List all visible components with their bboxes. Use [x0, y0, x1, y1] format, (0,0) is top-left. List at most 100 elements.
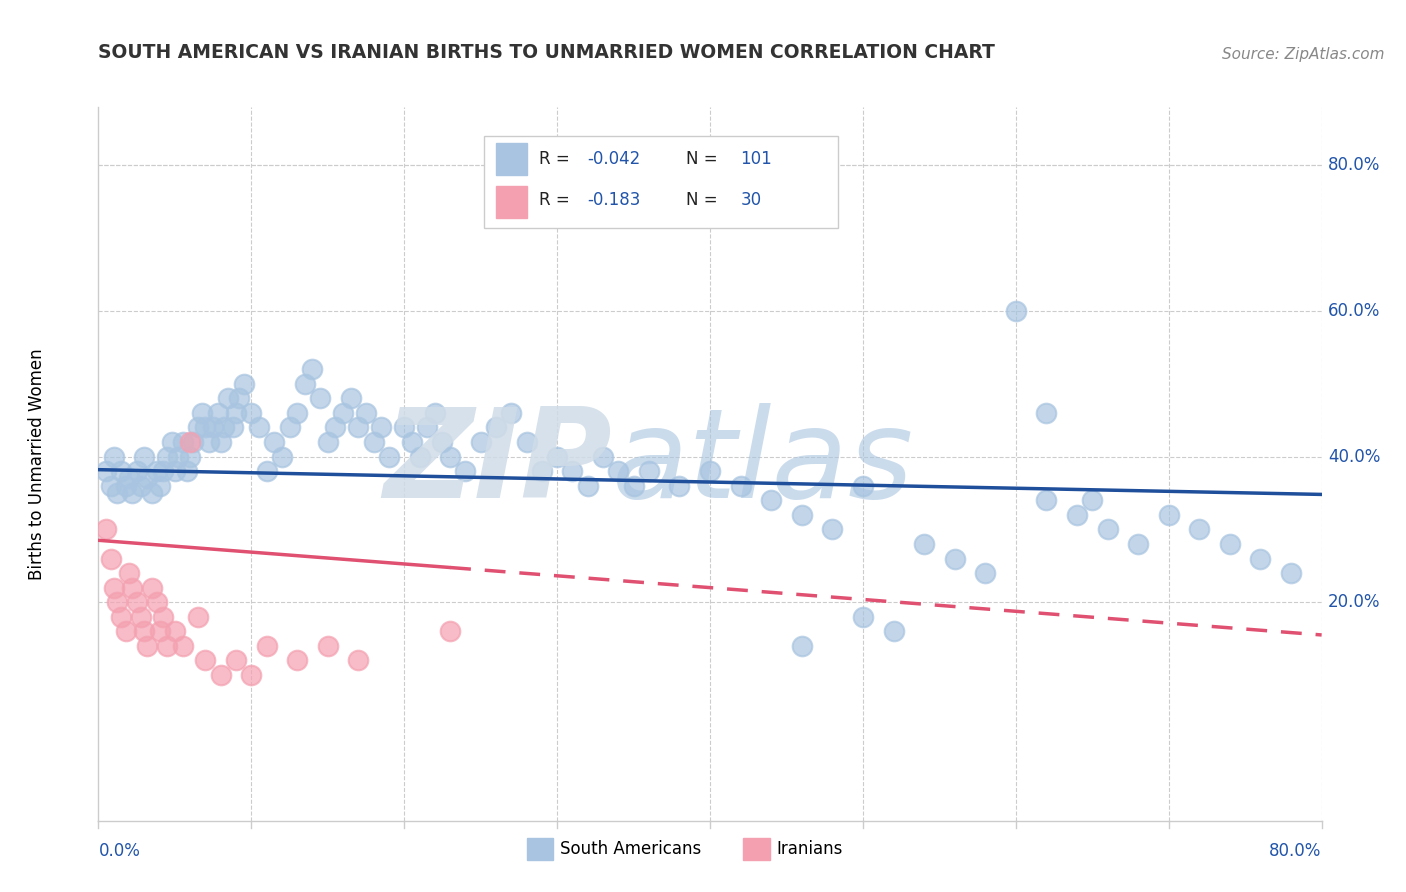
Point: [228, 392, 250, 406]
Point: [202, 420, 225, 434]
Point: [209, 435, 232, 450]
Point: [100, 551, 122, 566]
Point: [115, 624, 138, 639]
Point: [546, 450, 568, 464]
Text: 40.0%: 40.0%: [1327, 448, 1381, 466]
Point: [118, 471, 141, 485]
Point: [152, 464, 174, 478]
Point: [1219, 537, 1241, 551]
Point: [1035, 406, 1057, 420]
Point: [222, 420, 245, 434]
Point: [225, 653, 247, 667]
Point: [623, 478, 645, 492]
Point: [270, 450, 292, 464]
Text: 80.0%: 80.0%: [1270, 842, 1322, 860]
Point: [790, 508, 813, 522]
Point: [943, 551, 966, 566]
Point: [256, 639, 278, 653]
Point: [94, 522, 117, 536]
Point: [592, 450, 614, 464]
Point: [134, 624, 156, 639]
Point: [197, 435, 219, 450]
Point: [432, 435, 454, 450]
Point: [212, 420, 235, 434]
Point: [247, 420, 270, 434]
Point: [136, 471, 159, 485]
Point: [1249, 551, 1271, 566]
Point: [136, 639, 159, 653]
Point: [163, 464, 186, 478]
Point: [423, 406, 446, 420]
Point: [454, 464, 477, 478]
Point: [316, 639, 339, 653]
Point: [187, 420, 209, 434]
Point: [240, 668, 263, 682]
Point: [145, 464, 167, 478]
Point: [209, 668, 232, 682]
Text: South Americans: South Americans: [560, 840, 700, 858]
Point: [1081, 493, 1104, 508]
Point: [1128, 537, 1150, 551]
Point: [347, 420, 370, 434]
Point: [1279, 566, 1302, 580]
Point: [145, 595, 167, 609]
Point: [187, 609, 209, 624]
Point: [1035, 493, 1057, 508]
Point: [530, 464, 553, 478]
Point: [354, 406, 377, 420]
Point: [821, 522, 844, 536]
Point: [470, 435, 492, 450]
Point: [576, 478, 599, 492]
Text: N =: N =: [686, 150, 723, 168]
Point: [103, 581, 125, 595]
Point: [181, 435, 204, 450]
Point: [416, 420, 439, 434]
Point: [1066, 508, 1088, 522]
Text: Iranians: Iranians: [776, 840, 842, 858]
Point: [370, 420, 392, 434]
Point: [141, 486, 163, 500]
Text: atlas: atlas: [612, 403, 914, 524]
Point: [194, 420, 217, 434]
Point: [121, 581, 143, 595]
Point: [160, 435, 183, 450]
Point: [637, 464, 661, 478]
Point: [110, 609, 132, 624]
Point: [172, 435, 194, 450]
Point: [240, 406, 263, 420]
Text: Births to Unmarried Women: Births to Unmarried Women: [28, 348, 46, 580]
Point: [852, 478, 875, 492]
Point: [363, 435, 385, 450]
Point: [103, 450, 125, 464]
Point: [191, 406, 214, 420]
Point: [516, 435, 538, 450]
Point: [301, 362, 323, 376]
Point: [401, 435, 423, 450]
Point: [699, 464, 721, 478]
Point: [256, 464, 278, 478]
Point: [1097, 522, 1119, 536]
Point: [316, 435, 339, 450]
Point: [225, 406, 247, 420]
Point: [217, 392, 239, 406]
Text: SOUTH AMERICAN VS IRANIAN BIRTHS TO UNMARRIED WOMEN CORRELATION CHART: SOUTH AMERICAN VS IRANIAN BIRTHS TO UNMA…: [98, 44, 995, 62]
Point: [141, 581, 163, 595]
Point: [561, 464, 583, 478]
Point: [347, 653, 370, 667]
Point: [134, 450, 156, 464]
Point: [378, 450, 401, 464]
Point: [163, 624, 186, 639]
Point: [115, 478, 138, 492]
Point: [790, 639, 813, 653]
Point: [121, 486, 143, 500]
Text: R =: R =: [538, 191, 575, 209]
Text: Source: ZipAtlas.com: Source: ZipAtlas.com: [1222, 47, 1385, 62]
Point: [285, 406, 308, 420]
Point: [309, 392, 332, 406]
Point: [325, 420, 347, 434]
Point: [176, 464, 198, 478]
Point: [129, 609, 152, 624]
Point: [501, 406, 523, 420]
Point: [156, 639, 179, 653]
Bar: [496, 186, 526, 218]
